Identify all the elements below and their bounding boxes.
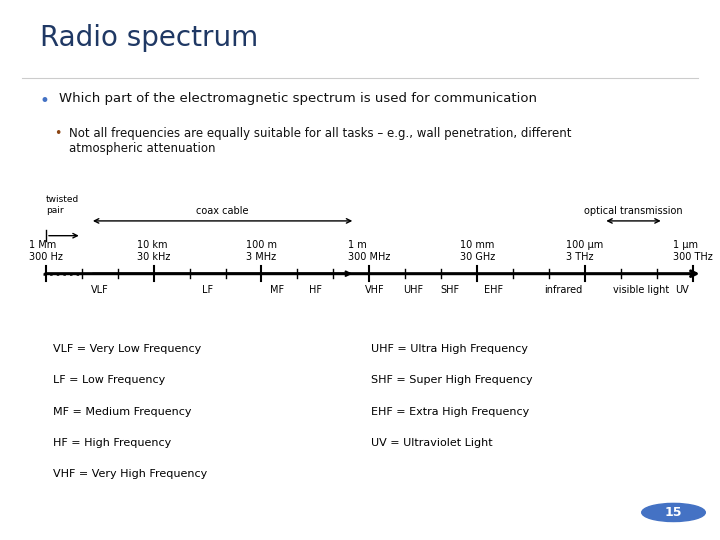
Text: Which part of the electromagnetic spectrum is used for communication: Which part of the electromagnetic spectr… <box>59 92 537 105</box>
Text: infrared: infrared <box>544 285 582 295</box>
Text: •: • <box>40 92 50 110</box>
Text: •: • <box>54 127 61 140</box>
Text: Not all frequencies are equally suitable for all tasks – e.g., wall penetration,: Not all frequencies are equally suitable… <box>69 127 572 155</box>
Text: VHF = Very High Frequency: VHF = Very High Frequency <box>53 469 207 479</box>
Text: HF: HF <box>309 285 322 295</box>
Text: 1 μm
300 THz: 1 μm 300 THz <box>672 240 713 262</box>
Text: 100 m
3 MHz: 100 m 3 MHz <box>246 240 277 262</box>
Text: HF = High Frequency: HF = High Frequency <box>53 438 171 448</box>
Text: twisted
pair: twisted pair <box>46 195 79 214</box>
Text: Radio spectrum: Radio spectrum <box>40 24 258 52</box>
Text: UHF = Ultra High Frequency: UHF = Ultra High Frequency <box>371 345 528 354</box>
Text: LF = Low Frequency: LF = Low Frequency <box>53 375 165 386</box>
Text: 15: 15 <box>665 506 683 519</box>
Text: MF = Medium Frequency: MF = Medium Frequency <box>53 407 192 417</box>
Text: LF: LF <box>202 285 213 295</box>
Text: 10 km
30 kHz: 10 km 30 kHz <box>138 240 171 262</box>
Text: 100 μm
3 THz: 100 μm 3 THz <box>566 240 603 262</box>
Text: VLF = Very Low Frequency: VLF = Very Low Frequency <box>53 345 201 354</box>
Text: coax cable: coax cable <box>197 206 249 216</box>
Text: MF: MF <box>271 285 284 295</box>
Text: visible light: visible light <box>613 285 669 295</box>
Text: UHF: UHF <box>402 285 423 295</box>
Text: UV = Ultraviolet Light: UV = Ultraviolet Light <box>371 438 492 448</box>
Text: 10 mm
30 GHz: 10 mm 30 GHz <box>460 240 495 262</box>
Text: SHF = Super High Frequency: SHF = Super High Frequency <box>371 375 532 386</box>
Text: EHF = Extra High Frequency: EHF = Extra High Frequency <box>371 407 529 417</box>
Text: VLF: VLF <box>91 285 109 295</box>
Text: VHF: VHF <box>365 285 384 295</box>
Text: EHF: EHF <box>484 285 503 295</box>
Text: 1 m
300 MHz: 1 m 300 MHz <box>348 240 390 262</box>
Text: SHF: SHF <box>441 285 460 295</box>
Text: 1 Mm
300 Hz: 1 Mm 300 Hz <box>29 240 63 262</box>
Circle shape <box>642 503 706 522</box>
Text: optical transmission: optical transmission <box>584 206 683 216</box>
Text: UV: UV <box>675 285 688 295</box>
